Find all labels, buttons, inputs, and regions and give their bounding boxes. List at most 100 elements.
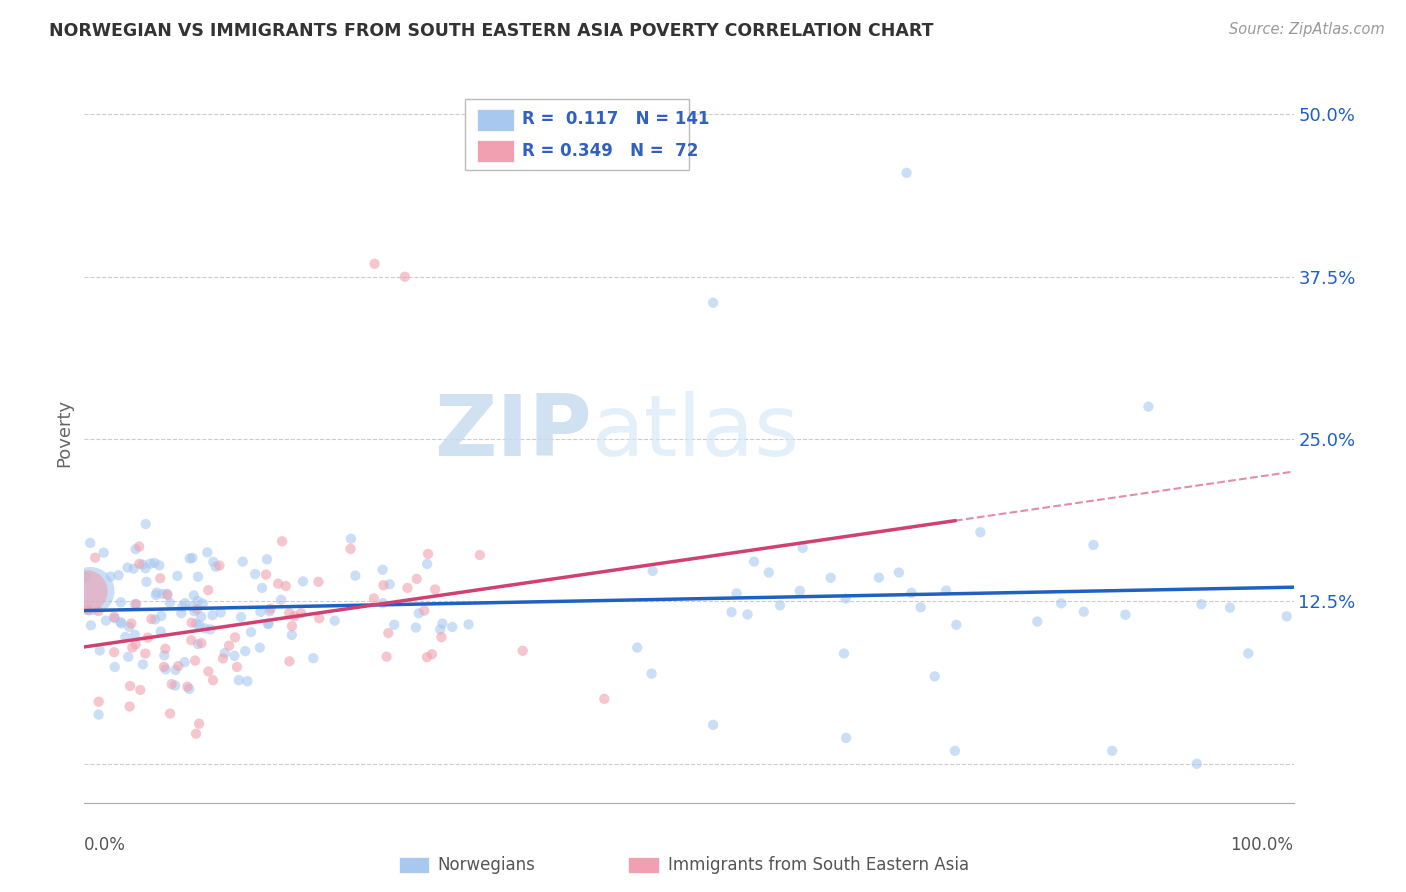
Point	[702, 295, 724, 310]
Text: NORWEGIAN VS IMMIGRANTS FROM SOUTH EASTERN ASIA POVERTY CORRELATION CHART: NORWEGIAN VS IMMIGRANTS FROM SOUTH EASTE…	[49, 22, 934, 40]
Text: Source: ZipAtlas.com: Source: ZipAtlas.com	[1229, 22, 1385, 37]
Point	[167, 659, 190, 673]
Point	[125, 637, 148, 651]
Point	[228, 673, 250, 687]
Point	[1114, 607, 1136, 622]
Point	[375, 649, 398, 664]
Point	[187, 637, 209, 651]
Point	[725, 586, 748, 600]
Point	[110, 595, 132, 609]
Point	[232, 555, 254, 569]
Point	[89, 643, 111, 657]
Point	[1050, 596, 1073, 610]
Point	[155, 662, 177, 676]
Point	[382, 617, 405, 632]
Point	[117, 649, 139, 664]
Point	[344, 568, 367, 582]
Point	[737, 607, 759, 622]
Point	[201, 608, 224, 623]
Point	[512, 644, 534, 658]
Point	[468, 548, 491, 562]
Point	[188, 618, 211, 632]
Point	[194, 622, 217, 636]
Point	[180, 615, 202, 630]
Point	[84, 550, 107, 565]
Bar	[628, 857, 659, 873]
Point	[224, 631, 246, 645]
Point	[243, 567, 266, 582]
Point	[1275, 609, 1298, 624]
Point	[103, 611, 125, 625]
Point	[118, 620, 141, 634]
Point	[416, 650, 439, 665]
Point	[832, 647, 855, 661]
Point	[176, 680, 198, 694]
Point	[77, 603, 100, 617]
Point	[153, 660, 176, 674]
Bar	[399, 857, 429, 873]
Point	[1083, 538, 1105, 552]
Point	[110, 615, 132, 629]
Point	[834, 591, 856, 606]
Point	[114, 630, 136, 644]
Point	[259, 604, 281, 618]
Point	[868, 571, 890, 585]
Y-axis label: Poverty: Poverty	[55, 399, 73, 467]
Point	[910, 600, 932, 615]
Point	[1237, 646, 1260, 660]
Point	[423, 582, 446, 597]
Point	[159, 596, 181, 610]
Text: 0.0%: 0.0%	[84, 836, 127, 855]
Point	[170, 606, 193, 620]
Point	[339, 541, 361, 556]
Point	[134, 561, 156, 575]
Point	[378, 577, 401, 591]
Point	[124, 597, 146, 611]
Text: Immigrants from South Eastern Asia: Immigrants from South Eastern Asia	[668, 856, 970, 874]
Point	[224, 648, 246, 663]
Point	[233, 644, 256, 658]
Point	[160, 677, 183, 691]
Point	[197, 665, 219, 679]
Point	[274, 579, 297, 593]
Point	[153, 648, 176, 663]
Point	[363, 591, 385, 606]
Point	[129, 683, 152, 698]
Point	[80, 618, 103, 632]
Text: Norwegians: Norwegians	[437, 856, 536, 874]
Point	[200, 623, 222, 637]
Point	[236, 674, 259, 689]
Point	[254, 567, 277, 582]
Point	[201, 673, 224, 688]
Point	[212, 651, 235, 665]
Point	[416, 557, 439, 571]
Point	[416, 547, 439, 561]
Point	[128, 540, 150, 554]
Point	[145, 588, 167, 602]
Point	[278, 606, 301, 620]
Point	[110, 616, 132, 631]
Point	[267, 576, 290, 591]
Point	[249, 640, 271, 655]
Point	[183, 604, 205, 618]
Point	[214, 646, 236, 660]
Point	[396, 581, 419, 595]
Point	[135, 574, 157, 589]
Point	[145, 585, 167, 599]
Point	[758, 566, 780, 580]
Point	[720, 605, 742, 619]
Point	[76, 584, 98, 599]
Point	[363, 257, 385, 271]
Point	[187, 570, 209, 584]
Point	[820, 571, 842, 585]
Point	[148, 558, 170, 573]
Point	[79, 584, 101, 599]
Point	[283, 609, 305, 624]
Point	[186, 602, 208, 616]
Point	[191, 597, 214, 611]
Point	[125, 597, 148, 611]
Point	[172, 599, 194, 614]
Point	[87, 604, 110, 618]
Point	[394, 269, 416, 284]
Point	[291, 574, 314, 589]
